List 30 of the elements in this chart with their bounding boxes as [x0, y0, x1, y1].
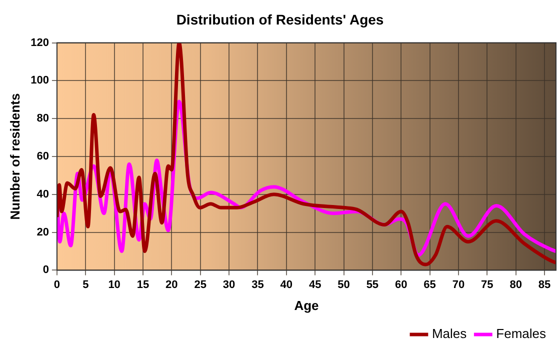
x-tick-label: 75 [481, 278, 494, 291]
y-tick-label: 40 [36, 188, 49, 200]
y-tick-label: 60 [36, 150, 49, 163]
x-tick-label: 60 [395, 278, 408, 291]
y-tick-label: 80 [36, 112, 49, 125]
x-tick-label: 10 [108, 278, 120, 291]
y-tick-label: 0 [42, 264, 49, 276]
y-tick-label: 120 [30, 36, 49, 49]
x-tick-label: 0 [54, 278, 60, 291]
y-tick-label: 100 [30, 74, 49, 87]
x-tick-label: 40 [280, 278, 293, 291]
x-tick-label: 15 [136, 278, 150, 291]
x-tick-label: 85 [538, 278, 551, 291]
legend-label: Males [432, 326, 468, 342]
x-tick-label: 80 [510, 278, 522, 291]
x-tick-label: 65 [424, 278, 436, 291]
x-tick-label: 30 [222, 278, 236, 291]
x-tick-label: 70 [452, 278, 465, 291]
x-tick-label: 25 [194, 278, 206, 291]
x-tick-label: 20 [166, 278, 178, 291]
x-tick-label: 35 [252, 278, 264, 291]
x-tick-label: 50 [338, 278, 350, 291]
x-tick-label: 45 [308, 278, 322, 291]
x-axis-title: Age [294, 298, 319, 313]
chart-title: Distribution of Residents' Ages [176, 11, 384, 28]
y-axis-title: Number of residents [7, 93, 22, 220]
legend-label: Females [496, 326, 546, 342]
y-tick-label: 20 [36, 226, 49, 238]
x-tick-label: 5 [82, 278, 89, 291]
x-tick-label: 55 [366, 278, 379, 291]
